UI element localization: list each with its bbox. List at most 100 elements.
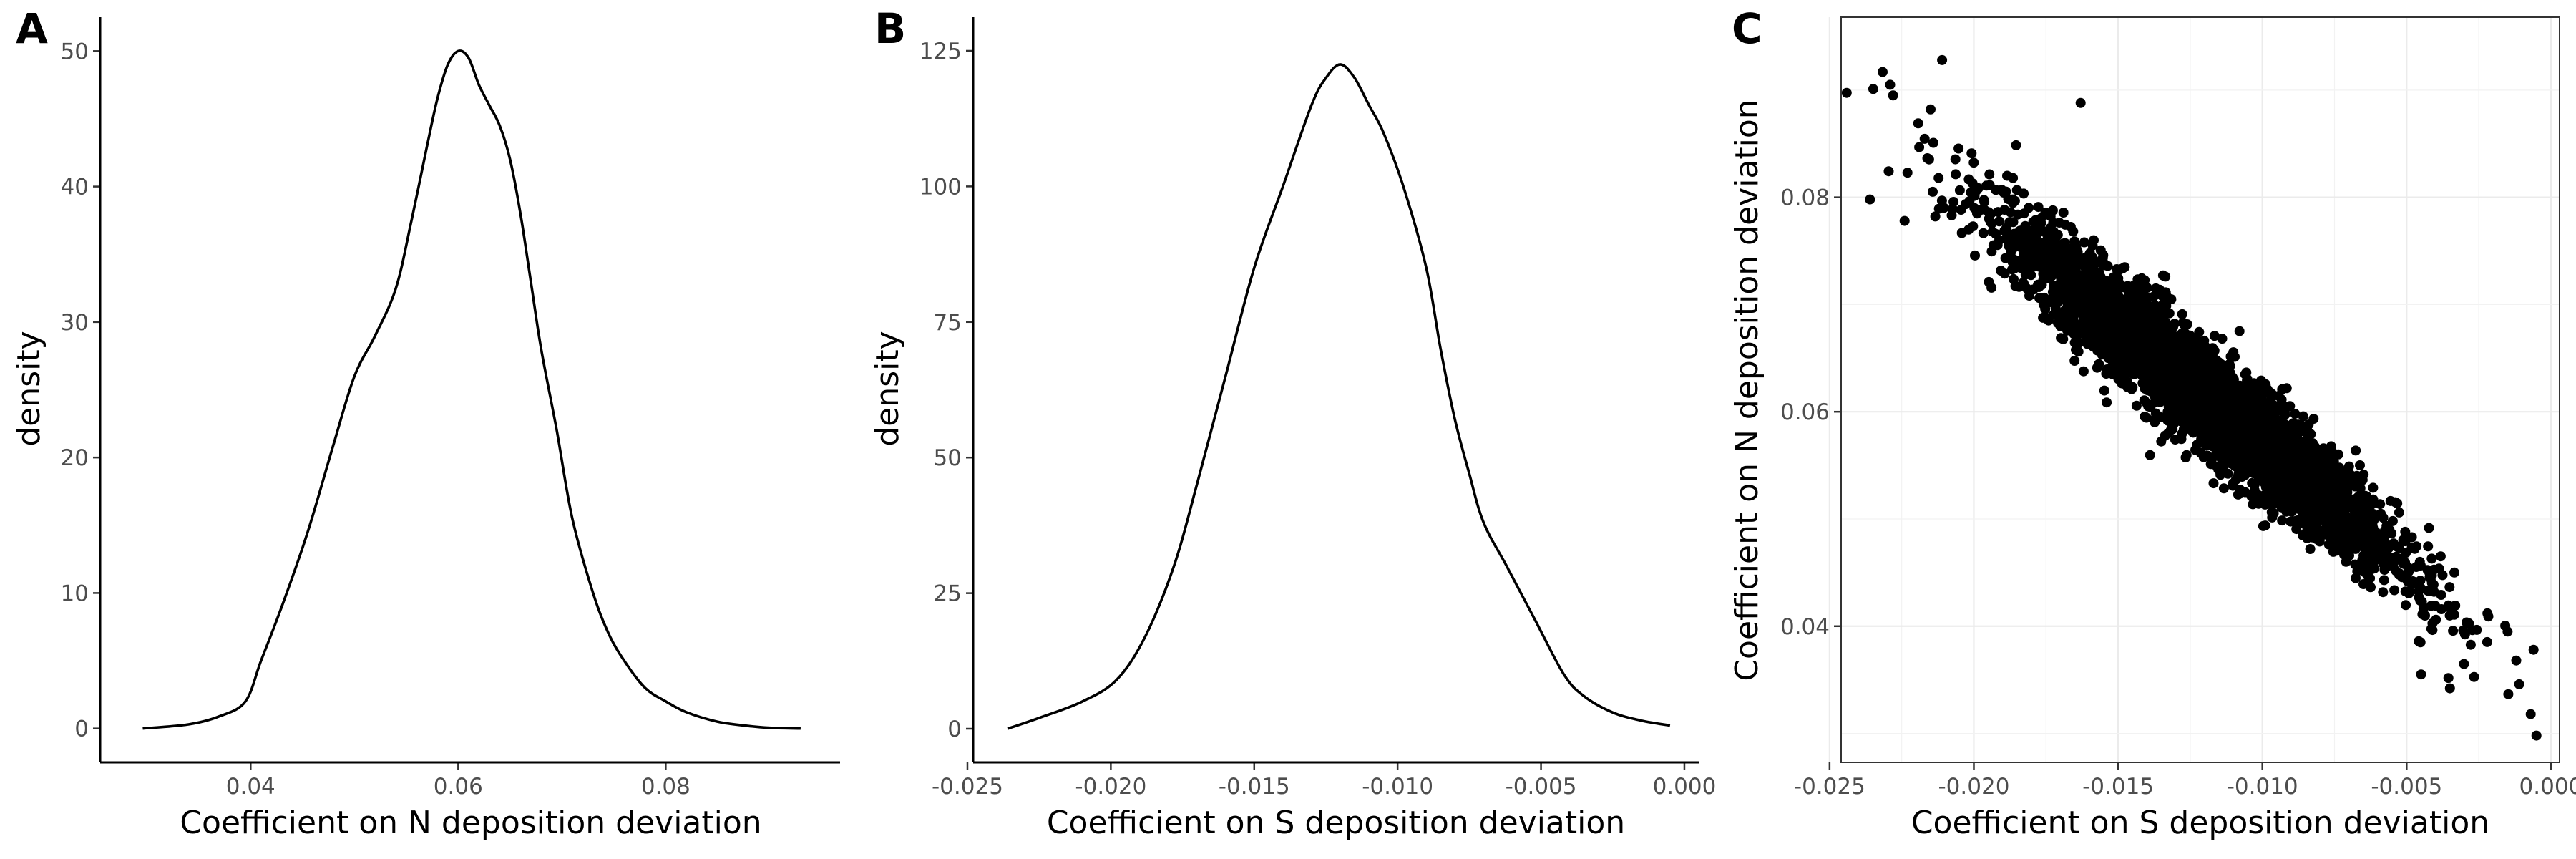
scatter-point <box>2313 492 2324 503</box>
scatter-point <box>1999 268 2010 279</box>
scatter-point <box>2369 563 2380 573</box>
scatter-point <box>2009 238 2019 248</box>
scatter-point <box>2137 331 2148 341</box>
scatter-point <box>2448 626 2459 636</box>
scatter-point <box>2171 409 2182 420</box>
scatter-point <box>2026 225 2036 236</box>
scatter-point <box>1991 185 2001 195</box>
scatter-point <box>2409 543 2420 554</box>
scatter-point <box>1919 133 1930 144</box>
scatter-point <box>2021 269 2031 279</box>
scatter-point <box>2077 318 2087 329</box>
scatter-point <box>2236 412 2246 422</box>
scatter-point <box>2007 264 2017 275</box>
scatter-point <box>2444 683 2455 694</box>
scatter-point <box>2306 441 2316 451</box>
scatter-point <box>2291 524 2302 535</box>
scatter-point <box>2241 449 2252 460</box>
panel-b-y-tick-label: 125 <box>919 39 962 64</box>
scatter-point <box>2424 586 2435 596</box>
scatter-point <box>2054 309 2065 319</box>
scatter-point <box>2141 296 2152 307</box>
scatter-point <box>2011 140 2021 150</box>
panel-b-y-tick-label: 25 <box>934 581 962 607</box>
scatter-point <box>2247 477 2258 488</box>
scatter-point <box>2287 467 2298 478</box>
scatter-point <box>2228 478 2238 489</box>
scatter-point <box>2366 582 2376 593</box>
scatter-point <box>2351 445 2361 456</box>
scatter-point <box>2094 326 2104 336</box>
scatter-point <box>2135 282 2146 293</box>
panel-c-y-axis-title: Coefficient on N deposition deviation <box>1729 99 1765 681</box>
panel-a-y-tick-label: 10 <box>61 581 89 606</box>
scatter-point <box>2205 415 2215 426</box>
panel-b-y-tick-label: 50 <box>934 445 962 471</box>
scatter-point <box>2188 424 2199 435</box>
panel-a-y-tick-label: 30 <box>61 310 89 336</box>
panel-a-density-line <box>142 49 801 730</box>
scatter-point <box>1969 190 1980 201</box>
scatter-point <box>2132 343 2143 354</box>
scatter-point <box>2078 293 2089 304</box>
scatter-point <box>2245 397 2255 408</box>
scatter-point <box>2058 208 2069 218</box>
scatter-point <box>2108 283 2119 293</box>
scatter-point <box>2145 326 2156 336</box>
scatter-point <box>2125 311 2136 321</box>
scatter-point <box>2208 478 2219 489</box>
scatter-point <box>2351 517 2361 528</box>
panel-b-y-axis-title: density <box>869 331 906 446</box>
scatter-point <box>2127 294 2137 305</box>
scatter-point <box>1926 104 1936 115</box>
scatter-point <box>2077 257 2087 268</box>
scatter-point <box>2321 525 2331 536</box>
scatter-point <box>2459 626 2469 637</box>
scatter-point <box>2111 320 2122 331</box>
panel-b-x-tick-label: -0.025 <box>932 774 1003 800</box>
scatter-point <box>2045 211 2056 222</box>
panel-c-y-tick-label: 0.08 <box>1780 185 1830 211</box>
scatter-point <box>2511 655 2522 666</box>
panel-c-y-tick-label: 0.06 <box>1780 399 1830 425</box>
scatter-point <box>2062 243 2072 254</box>
panel-c-tag: C <box>1732 4 1762 53</box>
panel-c-axis-ticks: -0.025 -0.020 -0.015 -0.010 -0.005 0.000 0.04 0… <box>1780 185 2576 800</box>
scatter-point <box>2196 430 2207 440</box>
scatter-point <box>2099 385 2109 396</box>
scatter-point <box>2094 309 2104 320</box>
scatter-point <box>2094 268 2104 278</box>
scatter-point <box>2387 515 2398 526</box>
scatter-point <box>2415 637 2426 648</box>
scatter-point <box>2051 296 2062 306</box>
scatter-point <box>1951 169 1961 180</box>
scatter-point <box>2131 400 2142 411</box>
scatter-point <box>2092 362 2102 373</box>
scatter-point <box>2297 420 2308 431</box>
scatter-point <box>2300 478 2311 489</box>
scatter-point <box>2048 230 2059 241</box>
scatter-point <box>2145 450 2155 460</box>
scatter-point <box>1986 282 1997 293</box>
scatter-point <box>2391 541 2402 552</box>
panel-b-y-tick-label: 0 <box>947 717 962 742</box>
scatter-point <box>2172 367 2183 377</box>
scatter-point <box>2443 673 2454 684</box>
scatter-point <box>1970 250 1980 261</box>
scatter-point <box>2180 452 2191 462</box>
scatter-point <box>2004 217 2015 228</box>
scatter-point <box>2103 305 2114 316</box>
panel-b-tag: B <box>874 4 906 53</box>
scatter-point <box>2338 531 2349 542</box>
scatter-point <box>2282 455 2292 466</box>
scatter-point <box>2344 550 2354 561</box>
scatter-point <box>2277 515 2288 526</box>
scatter-point <box>2014 281 2024 292</box>
scatter-point <box>2351 509 2362 520</box>
scatter-point <box>2026 251 2037 262</box>
scatter-point <box>2426 553 2437 564</box>
scatter-point <box>2082 278 2092 288</box>
scatter-point <box>2103 353 2114 364</box>
scatter-point <box>2265 387 2276 398</box>
scatter-point <box>1888 90 1898 101</box>
